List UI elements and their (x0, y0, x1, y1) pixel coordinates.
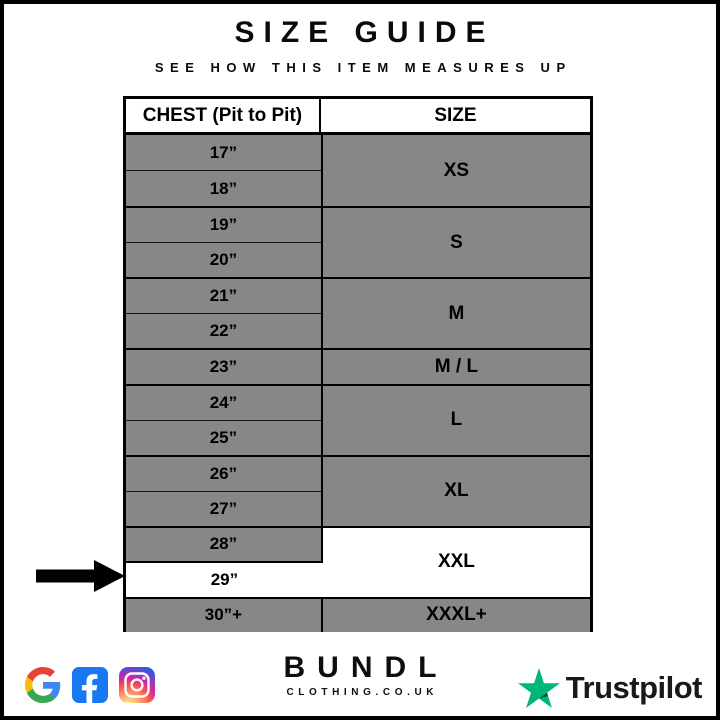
chest-cell-stack: 28” 29” (126, 527, 323, 597)
size-cell: L (320, 385, 590, 455)
chest-cell: 30”+ (126, 598, 321, 632)
chest-cell: 23” (126, 350, 321, 384)
chest-cell-stack: 17” 18” (126, 135, 321, 206)
size-cell: XS (320, 135, 590, 206)
chest-cell: 17” (126, 135, 321, 170)
size-table: CHEST (Pit to Pit) SIZE 17” 18” XS 19” 20” S 2… (123, 96, 593, 632)
trustpilot-logo: Trustpilot (517, 668, 703, 708)
chest-cell: 24” (126, 385, 321, 420)
chest-cell: 19” (126, 208, 321, 242)
chest-cell-stack: 24” 25” (126, 385, 321, 455)
chest-cell: 21” (126, 279, 321, 313)
size-group-row: 19” 20” S (126, 206, 590, 277)
size-column-header: SIZE (434, 104, 477, 126)
chest-cell: 18” (126, 170, 321, 206)
brand-domain: CLOTHING.CO.UK (286, 686, 439, 698)
brand-name: BUNDL (283, 651, 449, 684)
facebook-icon (72, 667, 108, 703)
chest-cell: 20” (126, 242, 321, 277)
chest-cell-stack: 26” 27” (126, 456, 321, 526)
size-group-row: 24” 25” L (126, 383, 590, 455)
trustpilot-star-icon (517, 668, 560, 708)
size-group-row: 17” 18” XS (126, 135, 590, 206)
size-group-row: 28” 29” XXL (126, 525, 590, 597)
social-icons (25, 667, 155, 703)
chest-cell-highlighted: 29” (126, 563, 323, 597)
size-group-row: 21” 22” M (126, 277, 590, 348)
size-cell: M (320, 279, 590, 348)
size-cell: M / L (320, 350, 590, 384)
chest-cell: 22” (126, 313, 321, 348)
chest-cell: 26” (126, 456, 321, 491)
size-group-row: 23” M / L (126, 348, 590, 384)
size-table-body: 17” 18” XS 19” 20” S 21” 22” M 23” M / L 24” 25” L 26”… (126, 135, 590, 632)
page-title: SIZE GUIDE (234, 16, 495, 49)
size-group-row: 26” 27” XL (126, 454, 590, 526)
chest-cell-stack: 19” 20” (126, 208, 321, 277)
chest-cell: 25” (126, 419, 321, 455)
chest-cell: 27” (126, 490, 321, 526)
size-cell: XL (320, 456, 590, 526)
chest-column-header: CHEST (Pit to Pit) (126, 99, 321, 132)
chest-cell-stack: 23” (126, 350, 321, 384)
page-subtitle: SEE HOW THIS ITEM MEASURES UP (154, 60, 572, 75)
size-group-row: 30”+ XXXL+ (126, 596, 590, 632)
chest-cell: 28” (126, 527, 323, 563)
instagram-icon (119, 667, 155, 703)
size-table-header: CHEST (Pit to Pit) SIZE (126, 99, 590, 135)
brand-logo: BUNDL CLOTHING.CO.UK (4, 652, 716, 698)
size-cell-highlighted: XXL (322, 527, 590, 597)
google-icon (25, 667, 61, 703)
size-cell: S (320, 208, 590, 277)
size-cell: XXXL+ (320, 598, 590, 632)
pointer-arrow-icon (36, 560, 125, 592)
chest-cell-stack: 30”+ (126, 598, 321, 632)
trustpilot-wordmark: Trustpilot (565, 670, 703, 705)
chest-cell-stack: 21” 22” (126, 279, 321, 348)
